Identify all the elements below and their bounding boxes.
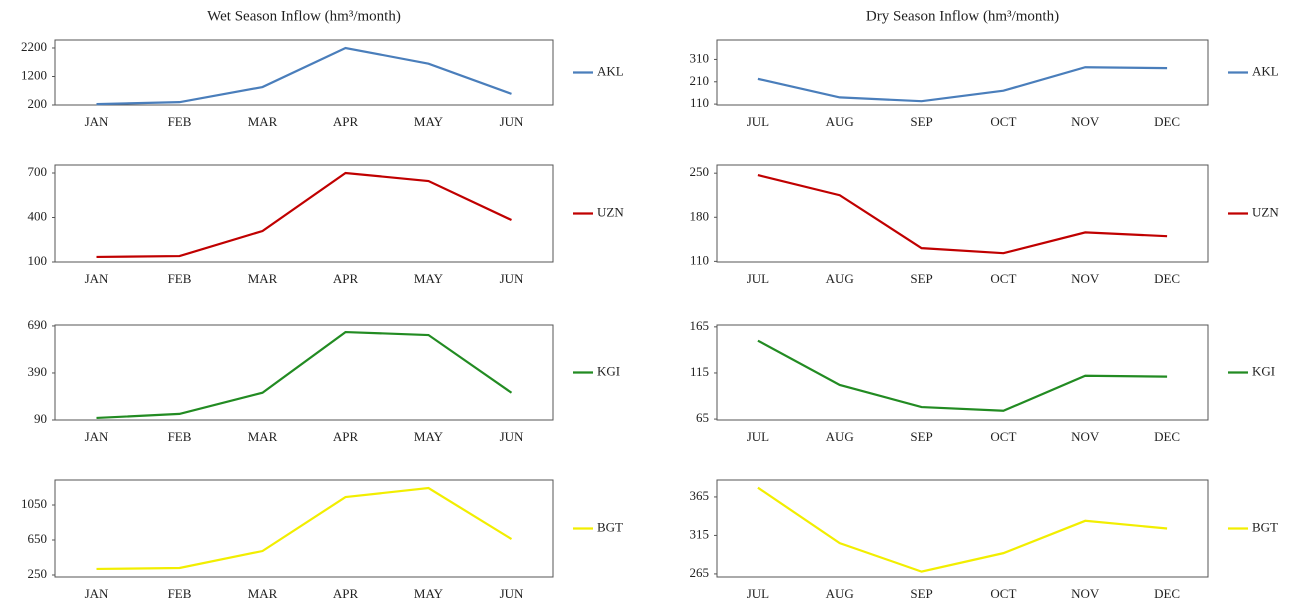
x-tick-label: MAY (414, 586, 444, 601)
y-tick-label: 315 (690, 526, 710, 541)
y-tick-label: 650 (28, 531, 48, 546)
x-tick-label: SEP (910, 429, 932, 444)
x-tick-label: JUN (500, 271, 524, 286)
data-line (757, 339, 1168, 412)
plot-box (716, 39, 1209, 106)
x-tick-label: OCT (990, 271, 1016, 286)
x-tick-label: JUL (747, 114, 769, 129)
x-tick-label: NOV (1071, 114, 1100, 129)
y-tick-label: 700 (28, 164, 48, 179)
x-tick-label: JAN (85, 271, 109, 286)
x-tick-label: NOV (1071, 429, 1100, 444)
x-tick-label: JAN (85, 586, 109, 601)
x-tick-label: APR (333, 271, 359, 286)
y-tick-label: 390 (28, 364, 48, 379)
x-tick-label: OCT (990, 586, 1016, 601)
x-tick-label: SEP (910, 114, 932, 129)
x-tick-label: JAN (85, 114, 109, 129)
y-tick-label: 2200 (21, 39, 47, 54)
y-tick-label: 100 (28, 253, 48, 268)
data-line (96, 486, 513, 571)
data-line (757, 486, 1168, 573)
x-tick-label: JUL (747, 429, 769, 444)
y-tick-label: 250 (690, 164, 710, 179)
x-tick-label: MAR (248, 586, 278, 601)
plot-box (54, 39, 554, 106)
x-tick-label: DEC (1154, 271, 1180, 286)
x-tick-label: FEB (168, 271, 192, 286)
x-tick-label: APR (333, 586, 359, 601)
legend-label: UZN (597, 204, 624, 219)
x-tick-label: MAY (414, 429, 444, 444)
data-line (96, 171, 512, 259)
y-tick-label: 365 (690, 488, 710, 503)
y-tick-label: 65 (696, 410, 709, 425)
x-tick-label: OCT (990, 429, 1016, 444)
chart-title: Dry Season Inflow (hm³/month) (866, 8, 1059, 24)
legend-label: KGI (597, 363, 620, 378)
x-tick-label: JUL (747, 271, 769, 286)
x-tick-label: FEB (168, 429, 192, 444)
x-tick-label: APR (333, 429, 359, 444)
legend-label: BGT (1252, 519, 1278, 534)
y-tick-label: 1200 (21, 67, 47, 82)
x-tick-label: MAY (414, 271, 444, 286)
x-tick-label: AUG (826, 271, 854, 286)
x-tick-label: MAR (248, 429, 278, 444)
y-tick-label: 165 (690, 318, 710, 333)
x-tick-label: SEP (910, 586, 932, 601)
y-tick-label: 265 (690, 565, 710, 580)
x-tick-label: FEB (168, 586, 192, 601)
plot-box (54, 164, 554, 263)
data-line (757, 174, 1168, 255)
x-tick-label: AUG (826, 429, 854, 444)
data-line (96, 330, 513, 420)
x-tick-label: FEB (168, 114, 192, 129)
x-tick-label: DEC (1154, 586, 1180, 601)
x-tick-label: OCT (990, 114, 1016, 129)
legend-label: UZN (1252, 204, 1279, 219)
plot-box (54, 324, 554, 421)
plot-box (716, 324, 1209, 421)
x-tick-label: AUG (826, 586, 854, 601)
x-tick-label: APR (333, 114, 359, 129)
y-tick-label: 210 (690, 73, 710, 88)
y-tick-label: 1050 (21, 496, 47, 511)
plot-box (716, 479, 1209, 578)
legend-label: BGT (597, 519, 623, 534)
x-tick-label: JAN (85, 429, 109, 444)
legend-label: KGI (1252, 363, 1275, 378)
y-tick-label: 400 (28, 208, 48, 223)
x-tick-label: JUN (500, 114, 524, 129)
x-tick-label: JUN (500, 586, 524, 601)
data-line (757, 66, 1168, 103)
x-tick-label: NOV (1071, 586, 1100, 601)
y-tick-label: 200 (28, 96, 48, 111)
y-tick-label: 115 (690, 364, 709, 379)
legend-label: AKL (597, 63, 624, 78)
x-tick-label: JUN (500, 429, 524, 444)
y-tick-label: 690 (28, 317, 48, 332)
x-tick-label: DEC (1154, 429, 1180, 444)
y-tick-label: 110 (690, 95, 709, 110)
x-tick-label: MAR (248, 114, 278, 129)
x-tick-label: MAY (414, 114, 444, 129)
y-tick-label: 250 (28, 566, 48, 581)
y-tick-label: 180 (690, 208, 710, 223)
x-tick-label: JUL (747, 586, 769, 601)
chart-title: Wet Season Inflow (hm³/month) (207, 8, 401, 24)
plot-box (54, 479, 554, 578)
x-tick-label: AUG (826, 114, 854, 129)
y-tick-label: 310 (690, 50, 710, 65)
data-line (96, 46, 512, 106)
plot-box (716, 164, 1209, 263)
y-tick-label: 110 (690, 252, 709, 267)
x-tick-label: DEC (1154, 114, 1180, 129)
x-tick-label: MAR (248, 271, 278, 286)
x-tick-label: SEP (910, 271, 932, 286)
x-tick-label: NOV (1071, 271, 1100, 286)
y-tick-label: 90 (34, 411, 47, 426)
legend-label: AKL (1252, 63, 1279, 78)
